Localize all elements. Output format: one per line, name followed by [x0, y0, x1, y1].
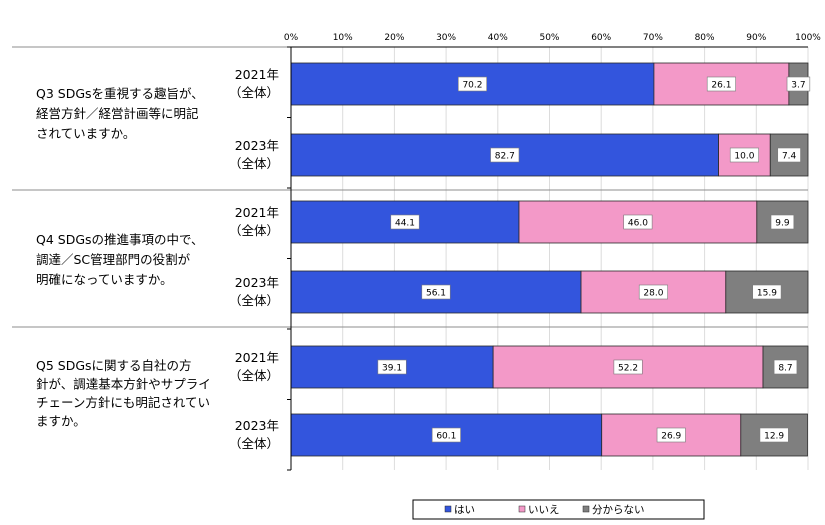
bar-row: 56.1 28.0 15.9: [290, 270, 809, 314]
x-tick-label: 60%: [591, 33, 611, 43]
data-label-box: [490, 147, 520, 163]
row-label: 2023年（全体）: [229, 418, 279, 451]
legend-box: [412, 499, 705, 520]
bar-segment-分からない: [740, 413, 808, 457]
bar-row: 44.1 46.0 9.9: [290, 200, 809, 244]
data-label-box: [457, 76, 487, 92]
legend-swatch: [518, 505, 526, 513]
data-label-box: [752, 284, 782, 300]
row-labels: 2021年（全体） 2023年（全体） 2021年（全体） 2023年（全体） 2021…: [229, 67, 279, 451]
data-label: 60.1: [436, 432, 456, 442]
data-label-box: [431, 427, 461, 443]
data-label-box: [656, 427, 686, 443]
data-label: 12.9: [764, 432, 784, 442]
data-label: 28.0: [643, 289, 663, 299]
data-label: 26.1: [711, 81, 731, 91]
data-label-box: [777, 147, 801, 163]
question-label: Q3 SDGsを重視する趣旨が、経営方針／経営計画等に明記されていますか。: [36, 86, 204, 141]
x-tick-label: 30%: [436, 33, 456, 43]
data-label-box: [623, 214, 653, 230]
data-label-box: [377, 359, 407, 375]
group-separators: [12, 46, 808, 328]
row-label: 2021年（全体）: [229, 67, 279, 100]
bars: 70.2 26.1 3.7 82.7 10.0 7.4 44.1 46.0 9.9 56.1 28.…: [290, 62, 811, 457]
legend-label: いいえ: [528, 504, 560, 516]
question-label: Q4 SDGsの推進事項の中で、調達／SC管理部門の役割が明確になっていますか。: [36, 232, 204, 287]
x-axis-ticks: 0% 10% 20% 30% 40% 50% 60% 70% 80% 90% 100%: [284, 33, 821, 43]
x-tick-label: 100%: [795, 33, 821, 43]
x-tick-label: 0%: [284, 33, 299, 43]
legend: はい いいえ 分からない: [412, 499, 705, 520]
data-label: 46.0: [628, 219, 648, 229]
legend-label: はい: [454, 504, 475, 516]
axes: [287, 46, 808, 471]
bar-row: 82.7 10.0 7.4: [290, 133, 809, 177]
data-label: 44.1: [395, 219, 415, 229]
data-label: 26.9: [661, 432, 681, 442]
data-label: 3.7: [791, 81, 805, 91]
data-label: 39.1: [382, 364, 402, 374]
data-label: 15.9: [757, 289, 777, 299]
question-label: Q5 SDGsに関する自社の方針が、調達基本方針やサプライチェーン方針にも明記さ…: [36, 358, 211, 429]
row-label: 2023年（全体）: [229, 275, 279, 308]
x-tick-label: 90%: [746, 33, 766, 43]
x-tick-label: 80%: [695, 33, 715, 43]
bar-row: 39.1 52.2 8.7: [290, 345, 809, 389]
legend-label: 分からない: [592, 504, 645, 516]
data-label-box: [729, 147, 759, 163]
bar-row: 60.1 26.9 12.9: [290, 413, 808, 457]
data-label: 9.9: [775, 219, 790, 229]
data-label: 56.1: [426, 289, 446, 299]
data-label: 82.7: [495, 152, 515, 162]
data-label: 8.7: [778, 364, 792, 374]
data-label: 52.2: [618, 364, 638, 374]
gridlines: [290, 47, 809, 470]
data-label-box: [773, 359, 798, 375]
x-tick-label: 20%: [384, 33, 404, 43]
row-label: 2021年（全体）: [229, 350, 279, 383]
row-label: 2023年（全体）: [229, 138, 279, 171]
data-label-box: [706, 76, 736, 92]
x-tick-label: 50%: [539, 33, 559, 43]
legend-swatch: [444, 505, 452, 513]
data-label-box: [613, 359, 643, 375]
data-label-box: [638, 284, 668, 300]
legend-swatch: [582, 505, 590, 513]
data-label: 70.2: [462, 81, 482, 91]
data-label-box: [759, 427, 789, 443]
data-label: 7.4: [782, 152, 797, 162]
data-label-box: [421, 284, 451, 300]
row-label: 2021年（全体）: [229, 205, 279, 238]
x-tick-label: 70%: [643, 33, 663, 43]
bar-row: 70.2 26.1 3.7: [290, 62, 811, 106]
data-label-box: [390, 214, 420, 230]
data-label-box: [770, 214, 795, 230]
x-tick-label: 40%: [488, 33, 508, 43]
x-tick-label: 10%: [333, 33, 353, 43]
data-label: 10.0: [734, 152, 754, 162]
question-labels: Q3 SDGsを重視する趣旨が、経営方針／経営計画等に明記されていますか。 Q4 …: [36, 86, 211, 429]
data-label-box: [786, 76, 811, 92]
